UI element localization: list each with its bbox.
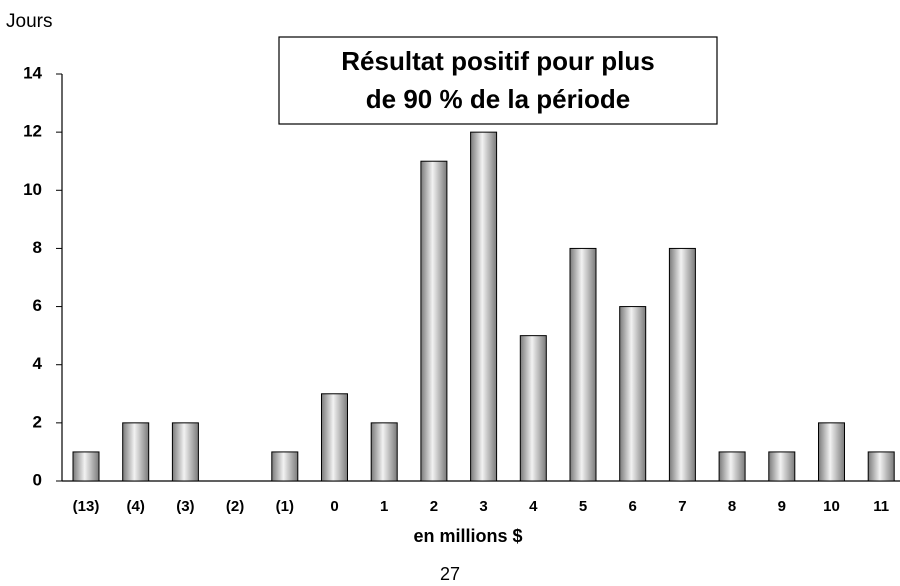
x-tick-label: 5 xyxy=(579,498,587,515)
y-tick-label: 0 xyxy=(33,470,42,489)
x-tick-label: (2) xyxy=(226,498,244,515)
bar xyxy=(370,422,398,482)
x-tick-label: 6 xyxy=(629,498,637,515)
x-tick-label: (1) xyxy=(276,498,294,515)
y-tick-label: 4 xyxy=(33,354,43,373)
x-axis-label: en millions $ xyxy=(413,526,522,546)
x-tick-label: (3) xyxy=(176,498,194,515)
annotation-line: de 90 % de la période xyxy=(366,84,630,114)
bar xyxy=(171,422,199,482)
y-tick-label: 8 xyxy=(33,238,42,257)
y-tick-label: 14 xyxy=(23,63,42,82)
y-tick-label: 2 xyxy=(33,412,42,431)
x-tick-label: 1 xyxy=(380,498,388,515)
bar xyxy=(718,451,746,482)
x-tick-label: 0 xyxy=(330,498,338,515)
x-tick-label: 9 xyxy=(778,498,786,515)
bar xyxy=(321,393,348,482)
bar xyxy=(271,451,299,482)
x-tick-label: (13) xyxy=(73,498,100,515)
x-tick-label: 4 xyxy=(529,498,538,515)
bar xyxy=(668,247,696,482)
y-axis-label: Jours xyxy=(6,11,52,32)
bar xyxy=(619,306,647,482)
page-number: 27 xyxy=(440,564,460,584)
x-tick-label: 11 xyxy=(873,498,889,515)
bar xyxy=(122,422,150,482)
annotation-line: Résultat positif pour plus xyxy=(341,46,654,76)
x-tick-label: (4) xyxy=(127,498,145,515)
x-tick-label: 8 xyxy=(728,498,736,515)
bar xyxy=(768,451,796,482)
bar xyxy=(420,160,448,482)
x-tick-label: 2 xyxy=(430,498,438,515)
annotation-box xyxy=(278,36,718,125)
bar xyxy=(519,335,547,482)
y-tick-label: 10 xyxy=(23,180,42,199)
y-tick-label: 12 xyxy=(23,122,42,141)
bar xyxy=(569,247,597,482)
x-tick-label: 7 xyxy=(678,498,686,515)
bar xyxy=(867,451,895,482)
bar xyxy=(470,131,498,482)
x-tick-label: 10 xyxy=(823,498,840,515)
y-tick-label: 6 xyxy=(33,296,42,315)
x-tick-label: 3 xyxy=(479,498,487,515)
bar xyxy=(72,451,100,482)
bar xyxy=(818,422,845,482)
